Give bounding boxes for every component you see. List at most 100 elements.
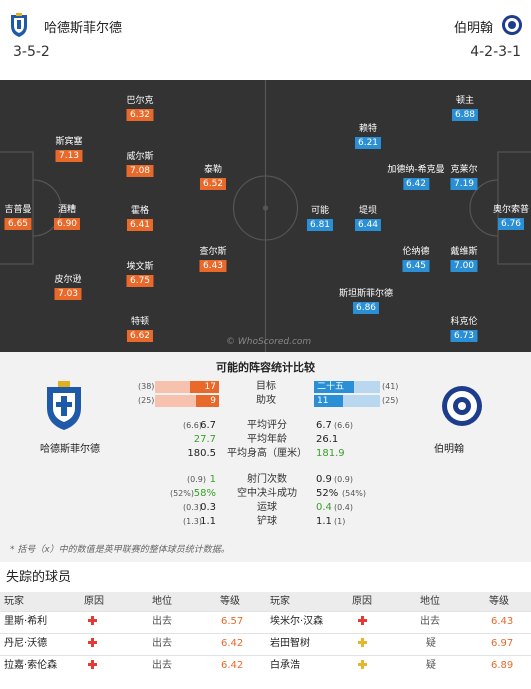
away-value: 181.9 — [316, 448, 345, 459]
away-value: 26.1 — [316, 434, 339, 445]
stat-label: 运球 — [257, 502, 277, 513]
away-formation: 4-2-3-1 — [470, 44, 521, 60]
match-header: 哈德斯菲尔德 3-5-2 伯明翰 4-2-3-1 — [0, 0, 531, 80]
player-status: 出去 — [152, 638, 172, 649]
home-league-value: (25) — [138, 396, 155, 405]
home-league-value: (6.6) — [183, 421, 202, 430]
stat-label: 助攻 — [256, 395, 276, 406]
away-value: 0.9 — [316, 474, 332, 485]
stat-label: 目标 — [256, 381, 276, 392]
table-row: 拉嘉·索伦森 出去 6.42 白承浩 疑 6.89 — [0, 656, 531, 678]
player-name[interactable]: 丹尼·沃德 — [4, 638, 48, 649]
away-player[interactable]: 戴维斯 7.00 — [450, 247, 478, 272]
doubtful-icon — [358, 638, 367, 647]
birmingham-crest-icon[interactable] — [440, 380, 484, 432]
away-league-value: (0.4) — [334, 503, 353, 512]
player-name[interactable]: 里斯·希利 — [4, 616, 48, 627]
column-header: 等级 — [220, 596, 240, 607]
stat-row: (1.3) 1.1 铲球 1.1 (1) — [0, 515, 531, 529]
player-status: 疑 — [426, 638, 436, 649]
home-value: 17 — [204, 382, 216, 392]
player-status: 疑 — [426, 660, 436, 671]
away-bar-track: 11 — [314, 395, 380, 407]
home-bar-fill — [195, 395, 219, 407]
away-player[interactable]: 加德纳-希克曼 6.42 — [387, 165, 445, 190]
home-player[interactable]: 酒糟 6.90 — [53, 204, 81, 230]
injury-icon — [88, 616, 97, 625]
player-name[interactable]: 埃米尔·汉森 — [270, 616, 324, 627]
stat-label: 铲球 — [257, 516, 277, 527]
stat-row: (0.3) 0.3 运球 0.4 (0.4) — [0, 501, 531, 515]
home-value: 58% — [193, 488, 216, 499]
away-player[interactable]: 赖特 6.21 — [354, 123, 382, 149]
away-team-name[interactable]: 伯明翰 — [453, 21, 493, 36]
stats-footnote: * 括号（x）中的数值是英甲联赛的整体球员统计数据。 — [10, 545, 230, 555]
away-team-label[interactable]: 伯明翰 — [434, 444, 464, 455]
stat-bar-assists: (25) 9 助攻 11 (25) — [0, 395, 531, 408]
home-bar-track: 9 — [155, 395, 219, 407]
stat-bar-goals: (38) 17 目标 二十五 (41) — [0, 381, 531, 394]
away-value: 二十五 — [317, 382, 345, 392]
player-status: 出去 — [152, 616, 172, 627]
player-rating: 6.57 — [221, 616, 244, 627]
home-league-value: (0.3) — [183, 503, 202, 512]
huddersfield-crest-icon[interactable] — [8, 12, 30, 38]
away-player[interactable]: 斯坦斯菲尔德 6.86 — [338, 289, 394, 314]
away-player[interactable]: 奥尔索普 6.76 — [492, 205, 530, 230]
home-player[interactable]: 皮尔逊 7.03 — [54, 275, 82, 300]
stat-label: 平均年龄 — [247, 434, 287, 445]
home-player[interactable]: 吉普曼 6.65 — [4, 205, 32, 230]
home-player[interactable]: 威尔斯 7.08 — [126, 152, 154, 177]
table-header: 玩家 原因 地位 等级 玩家 原因 地位 等级 — [0, 592, 531, 612]
away-league-value: (54%) — [342, 489, 367, 498]
stat-label: 空中决斗成功 — [237, 488, 297, 499]
home-player[interactable]: 霍格 6.41 — [126, 205, 154, 231]
huddersfield-crest-icon[interactable] — [42, 380, 86, 432]
away-player[interactable]: 克莱尔 7.19 — [450, 165, 478, 190]
stat-label: 射门次数 — [247, 474, 287, 485]
home-team-name[interactable]: 哈德斯菲尔德 — [44, 21, 123, 36]
table-row: 丹尼·沃德 出去 6.42 岩田智树 疑 6.97 — [0, 634, 531, 656]
away-player[interactable]: 顿主 6.88 — [451, 95, 479, 121]
stats-title: 可能的阵容统计比较 — [216, 361, 315, 374]
away-player[interactable]: 伦纳德 6.45 — [402, 247, 430, 272]
home-value: 6.7 — [200, 420, 216, 431]
home-player[interactable]: 埃文斯 6.75 — [126, 262, 154, 287]
away-league-value: (41) — [382, 382, 399, 391]
away-player[interactable]: 堤坝 6.44 — [354, 205, 382, 231]
home-league-value: (52%) — [169, 489, 194, 498]
column-header: 等级 — [489, 596, 509, 607]
stat-row: 27.7 平均年龄 26.1 — [0, 433, 531, 447]
player-name[interactable]: 拉嘉·索伦森 — [4, 660, 58, 671]
player-name[interactable]: 白承浩 — [270, 660, 300, 671]
player-rating: 6.43 — [491, 616, 514, 627]
home-player[interactable]: 巴尔克 6.32 — [126, 96, 154, 121]
player-rating: 6.97 — [491, 638, 514, 649]
away-league-value: (25) — [382, 396, 399, 405]
player-name[interactable]: 岩田智树 — [270, 638, 310, 649]
table-row: 里斯·希利 出去 6.57 埃米尔·汉森 出去 6.43 — [0, 612, 531, 634]
away-value: 6.7 — [316, 420, 332, 431]
column-header: 玩家 — [4, 596, 24, 607]
column-header: 地位 — [152, 596, 172, 607]
player-rating: 6.42 — [221, 638, 244, 649]
birmingham-crest-icon[interactable] — [501, 12, 523, 38]
home-team-label[interactable]: 哈德斯菲尔德 — [40, 444, 100, 455]
player-rating: 6.89 — [491, 660, 514, 671]
home-value: 0.3 — [200, 502, 216, 513]
home-value: 1.1 — [200, 516, 216, 527]
stat-label: 平均评分 — [247, 420, 287, 431]
away-player[interactable]: 科克伦 6.73 — [450, 317, 478, 342]
home-player[interactable]: 泰勒 6.52 — [199, 164, 227, 190]
column-header: 玩家 — [270, 596, 290, 607]
away-league-value: (6.6) — [334, 421, 353, 430]
home-player[interactable]: 斯宾塞 7.13 — [55, 137, 83, 162]
home-player[interactable]: 特顿 6.62 — [126, 316, 154, 342]
away-value: 52% — [316, 488, 339, 499]
pitch-lines — [0, 80, 531, 352]
home-bar-track: 17 — [155, 381, 219, 393]
home-player[interactable]: 查尔斯 6.43 — [199, 247, 227, 272]
away-bar-fill — [314, 395, 344, 407]
home-bar-fill — [190, 381, 219, 393]
away-player[interactable]: 可能 6.81 — [306, 205, 334, 231]
